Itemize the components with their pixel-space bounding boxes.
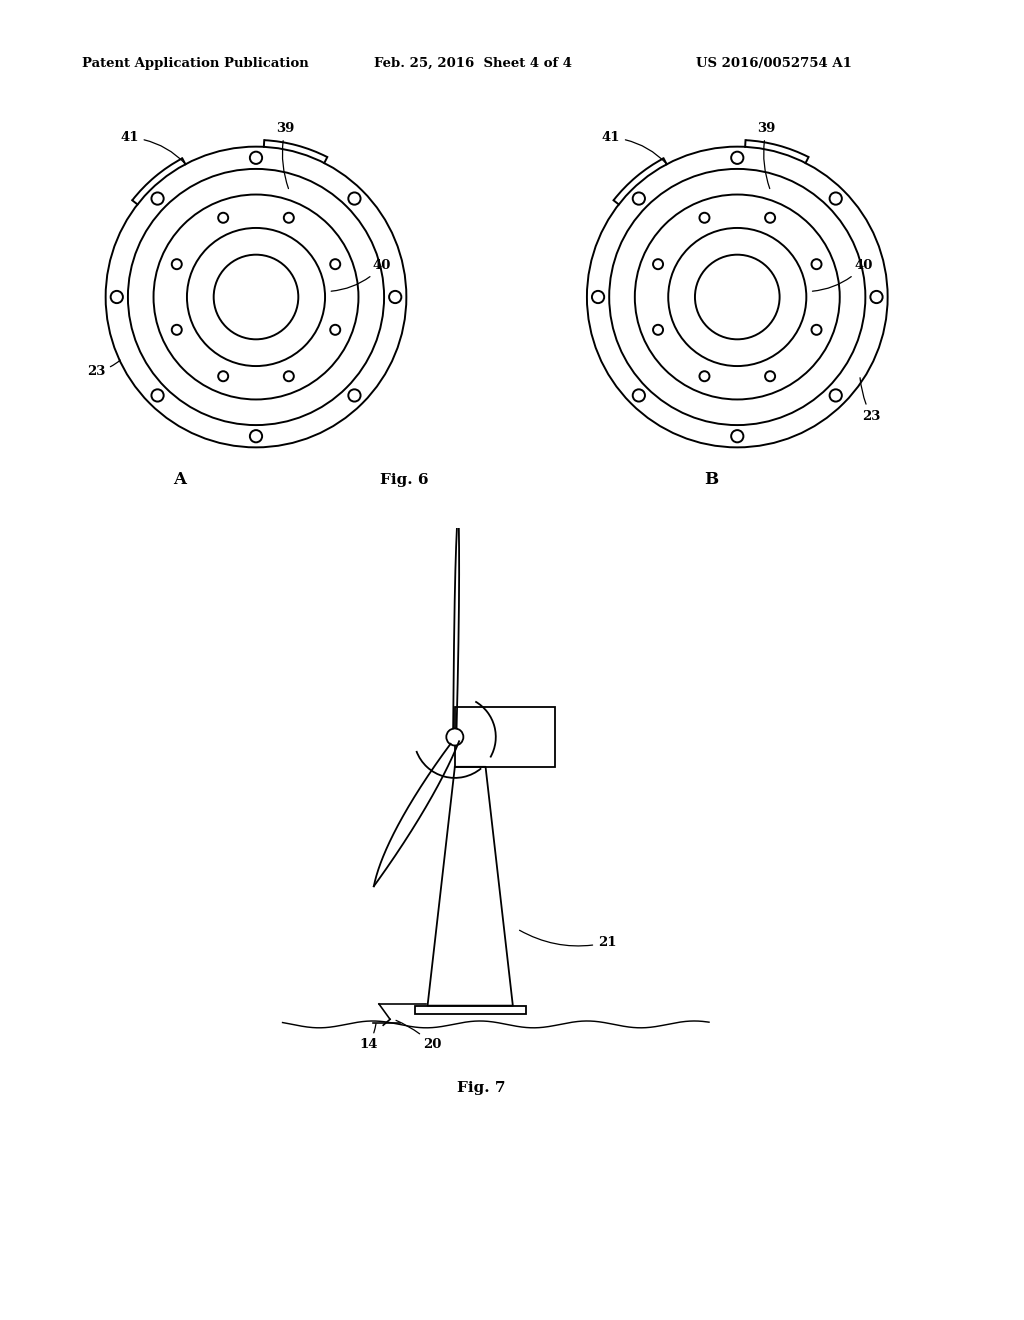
Bar [415,1006,525,1014]
Text: B: B [705,471,719,488]
Text: Feb. 25, 2016  Sheet 4 of 4: Feb. 25, 2016 Sheet 4 of 4 [374,57,571,70]
Text: 41: 41 [120,131,185,164]
Text: US 2016/0052754 A1: US 2016/0052754 A1 [696,57,852,70]
Text: A: A [173,471,185,488]
Circle shape [446,729,464,746]
Text: Fig. 6: Fig. 6 [380,474,429,487]
Text: 20: 20 [396,1020,441,1051]
Text: 21: 21 [519,931,616,949]
Text: 39: 39 [758,123,776,189]
Text: 41: 41 [601,131,667,164]
Text: Fig. 7: Fig. 7 [457,1081,506,1094]
Text: 39: 39 [276,123,295,189]
Text: 40: 40 [331,259,391,292]
Text: 14: 14 [359,1024,378,1051]
Text: 23: 23 [87,360,120,378]
Text: Patent Application Publication: Patent Application Publication [82,57,308,70]
Text: 23: 23 [860,378,881,422]
Bar [455,708,555,767]
Text: 40: 40 [812,259,872,292]
